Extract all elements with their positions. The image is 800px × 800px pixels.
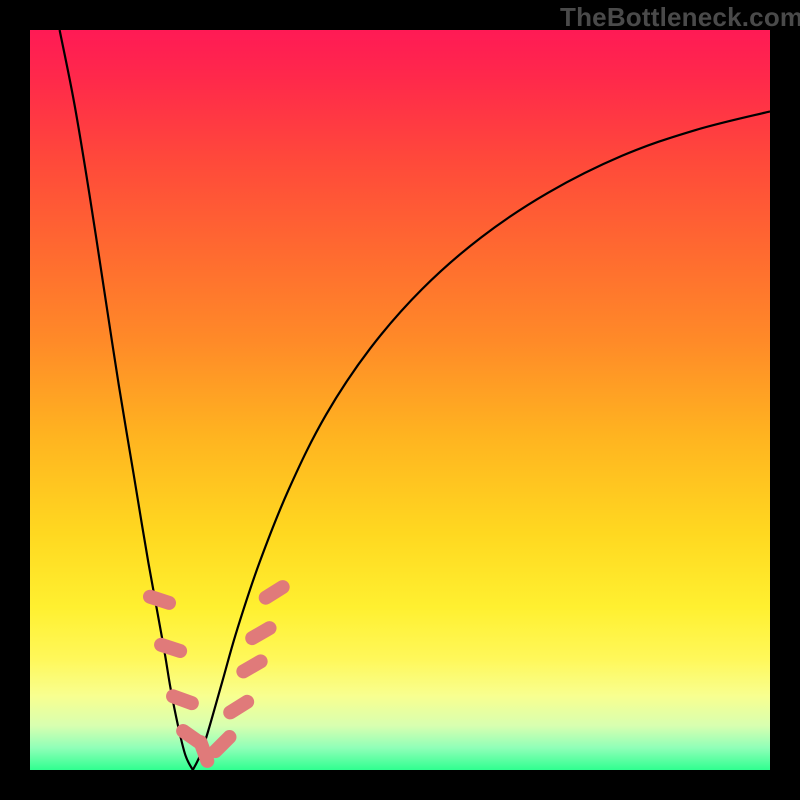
watermark-text: TheBottleneck.com [560, 2, 800, 33]
plot-border-bottom [0, 770, 800, 800]
bottleneck-chart [0, 0, 800, 800]
plot-border-right [770, 0, 800, 800]
plot-border-left [0, 0, 30, 800]
